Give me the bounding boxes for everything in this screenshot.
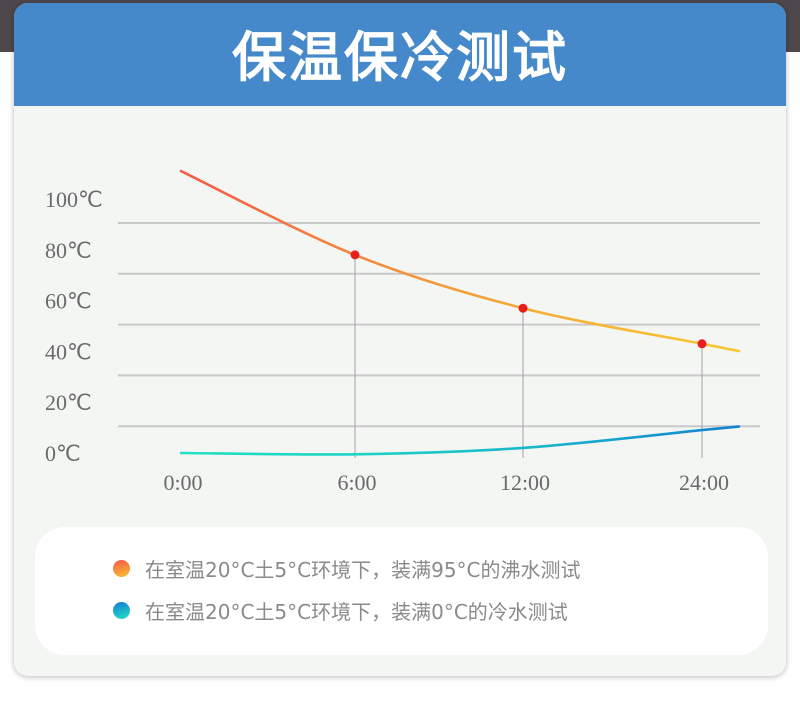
legend-dot-cold-icon [113,601,130,619]
y-tick-label: 60℃ [45,289,92,314]
legend-item-cold-water: 在室温20°C土5°C环境下，装满0°C的冷水测试 [113,597,568,624]
temperature-line-chart: 100℃ 80℃ 60℃ 40℃ 20℃ 0℃ 0:00 6:00 12:00 24:00 [45,169,760,495]
data-point-marker [518,303,528,313]
legend-label-hot-water: 在室温20°C土5°C环境下，装满95°C的沸水测试 [145,557,581,582]
y-axis-tick-labels: 100℃ 80℃ 60℃ 40℃ 20℃ 0℃ [45,187,103,466]
x-tick-label: 24:00 [679,470,729,495]
data-point-marker [350,250,360,260]
cold-water-series-line [179,425,741,456]
x-axis-tick-labels: 0:00 6:00 12:00 24:00 [163,470,729,495]
y-tick-label: 40℃ [45,339,92,364]
y-tick-label: 20℃ [45,390,92,415]
y-tick-label: 0℃ [45,441,81,466]
series-lines [179,169,741,456]
gridlines [118,222,760,428]
legend-label-cold-water: 在室温20°C土5°C环境下，装满0°C的冷水测试 [145,599,568,624]
x-tick-label: 0:00 [163,470,202,495]
legend-item-hot-water: 在室温20°C土5°C环境下，装满95°C的沸水测试 [113,555,581,582]
x-tick-label: 6:00 [337,470,376,495]
series-markers [350,250,707,349]
y-tick-label: 100℃ [45,187,103,212]
legend-dot-hot-icon [113,559,130,577]
card-header: 保温保冷测试 [14,3,786,106]
page-title: 保温保冷测试 [232,25,568,89]
data-point-marker [697,339,707,349]
y-tick-label: 80℃ [45,238,92,263]
marker-drop-lines [354,254,703,458]
x-tick-label: 12:00 [500,470,550,495]
legend: 在室温20°C土5°C环境下，装满95°C的沸水测试 在室温20°C土5°C环境… [35,527,768,655]
